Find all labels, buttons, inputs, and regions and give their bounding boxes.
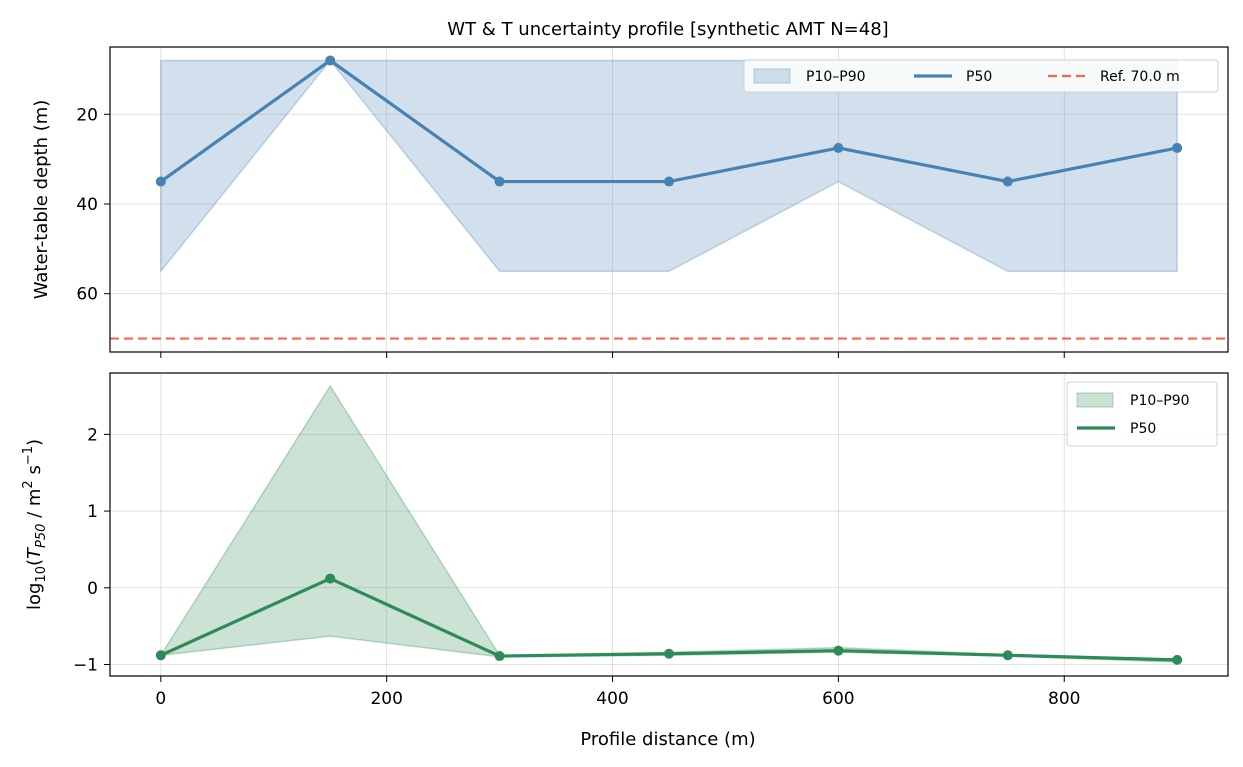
p10-p90-band <box>159 384 1178 663</box>
ylabel-close: ) <box>24 439 45 446</box>
p50-point <box>325 55 336 66</box>
ylabel-s: s <box>24 465 45 480</box>
legend-band-swatch <box>753 68 791 84</box>
transmissivity-grid <box>110 373 1228 676</box>
x-tick-label: 800 <box>1048 689 1080 709</box>
p50-point <box>833 142 844 153</box>
depth-legend: P10–P90 P50 Ref. 70.0 m <box>743 59 1219 93</box>
ylabel-log: log <box>24 583 45 610</box>
y-tick-label: −1 <box>73 655 98 675</box>
transmissivity-legend: P10–P90 P50 <box>1066 381 1218 447</box>
x-tick-label: 600 <box>822 689 854 709</box>
legend-label: Ref. 70.0 m <box>1100 69 1180 85</box>
p50-point <box>1172 654 1183 665</box>
x-tick-label: 0 <box>155 689 166 709</box>
legend-band-swatch <box>1076 392 1114 408</box>
chart-title: WT & T uncertainty profile [synthetic AM… <box>447 19 888 40</box>
legend-box <box>1066 381 1218 447</box>
p50-point <box>494 651 505 662</box>
depth-y-ticks: 20 40 60 <box>76 105 110 305</box>
legend-label: P50 <box>966 69 992 85</box>
x-tick-label: 200 <box>370 689 402 709</box>
transmissivity-band-group <box>159 384 1178 663</box>
ylabel-sub-10: 10 <box>34 566 49 583</box>
transmissivity-y-ticks: −1 0 1 2 <box>73 425 110 675</box>
legend-box <box>743 59 1219 93</box>
y-tick-label: 20 <box>76 105 98 125</box>
y-tick-label: 40 <box>76 195 98 215</box>
p50-point <box>664 648 674 659</box>
y-tick-label: 0 <box>87 579 98 599</box>
p50-point <box>155 176 166 187</box>
ylabel-units: / m <box>24 489 45 524</box>
ylabel-sub-p50: P50 <box>34 524 49 548</box>
transmissivity-y-axis-label: log10(TP50 / m2 s−1) <box>21 439 49 610</box>
transmissivity-line-group <box>155 573 1183 665</box>
p50-point <box>494 176 505 187</box>
x-axis-label: Profile distance (m) <box>580 729 755 750</box>
p50-point <box>664 176 674 187</box>
p50-point <box>155 650 166 661</box>
transmissivity-x-ticks: 0 200 400 600 800 <box>155 676 1080 709</box>
y-tick-label: 2 <box>87 425 98 445</box>
p50-point <box>1172 142 1183 153</box>
p50-point <box>1002 650 1013 661</box>
depth-x-ticks <box>160 352 1065 358</box>
ylabel-sup-minus1: −1 <box>21 446 36 465</box>
depth-panel: 20 40 60 Water-table depth (m) P10–P90 P50 R… <box>31 46 1229 358</box>
depth-line-group <box>155 55 1183 187</box>
depth-grid <box>110 47 1228 352</box>
p50-point <box>325 573 336 584</box>
ylabel-open: ( <box>24 559 45 566</box>
transmissivity-axes-frame <box>109 372 1229 677</box>
p50-point <box>833 645 844 656</box>
y-tick-label: 1 <box>87 502 98 522</box>
depth-axes-frame <box>109 46 1229 353</box>
ylabel-sup-2: 2 <box>21 480 36 488</box>
y-tick-label: 60 <box>76 285 98 305</box>
x-tick-label: 400 <box>596 689 628 709</box>
ylabel-T: T <box>24 546 45 559</box>
legend-label: P50 <box>1130 421 1156 437</box>
depth-y-axis-label: Water-table depth (m) <box>31 100 52 300</box>
legend-label: P10–P90 <box>806 69 866 85</box>
legend-label: P10–P90 <box>1130 393 1190 409</box>
p50-point <box>1002 176 1013 187</box>
